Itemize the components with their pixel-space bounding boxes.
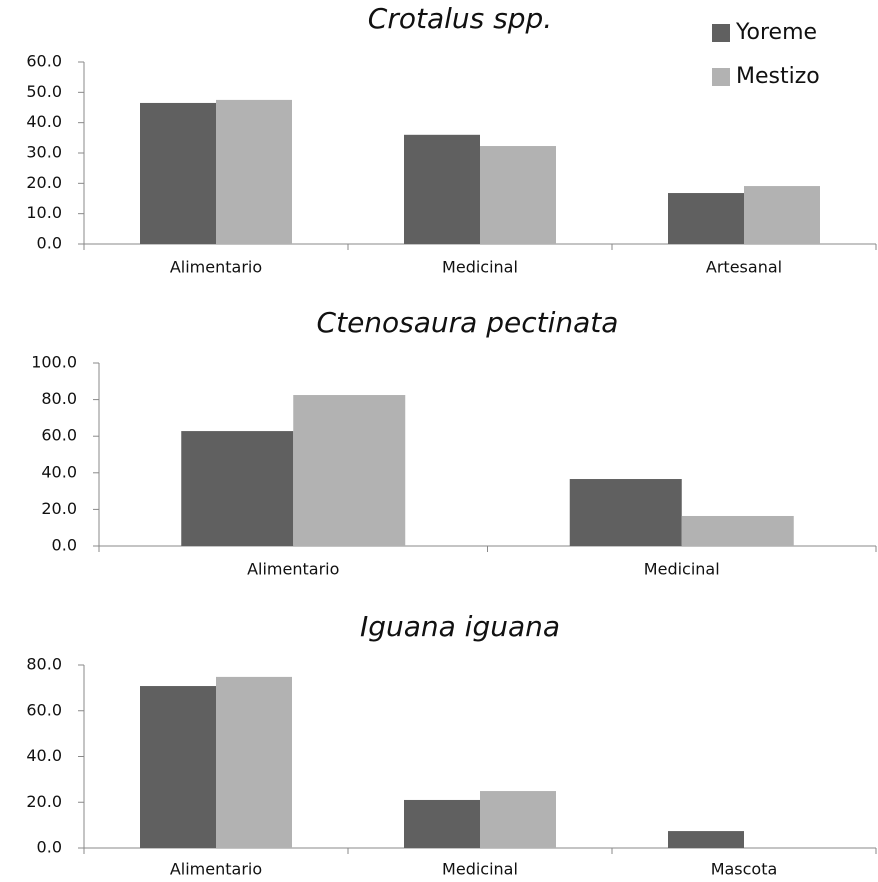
y-tick-label: 0.0 bbox=[37, 234, 62, 253]
x-tick-label: Alimentario bbox=[247, 560, 339, 579]
x-tick-label: Alimentario bbox=[170, 258, 262, 277]
y-tick-label: 0.0 bbox=[37, 838, 62, 857]
y-tick-label: 100.0 bbox=[31, 353, 77, 372]
chart-title: Crotalus spp. bbox=[368, 2, 552, 35]
bar bbox=[404, 134, 480, 244]
y-tick-label: 20.0 bbox=[26, 792, 62, 811]
x-tick-label: Medicinal bbox=[644, 560, 720, 579]
legend-swatch bbox=[712, 68, 730, 86]
bar bbox=[140, 686, 216, 848]
bar bbox=[181, 431, 294, 546]
y-tick-label: 80.0 bbox=[41, 389, 77, 408]
x-tick-label: Mascota bbox=[711, 860, 778, 879]
y-tick-label: 40.0 bbox=[26, 112, 62, 131]
bar bbox=[744, 186, 820, 244]
legend-label: Yoreme bbox=[735, 20, 817, 45]
x-tick-label: Alimentario bbox=[170, 860, 262, 879]
bar bbox=[216, 676, 292, 848]
chart-title: Iguana iguana bbox=[360, 610, 560, 643]
y-tick-label: 20.0 bbox=[26, 173, 62, 192]
y-tick-label: 40.0 bbox=[26, 746, 62, 765]
y-tick-label: 80.0 bbox=[26, 655, 62, 674]
legend-label: Mestizo bbox=[736, 64, 820, 89]
chart-title: Ctenosaura pectinata bbox=[317, 306, 619, 339]
x-tick-label: Artesanal bbox=[706, 258, 782, 277]
legend-swatch bbox=[712, 24, 730, 42]
y-tick-label: 40.0 bbox=[41, 462, 77, 481]
bar bbox=[668, 193, 744, 244]
y-tick-label: 50.0 bbox=[26, 82, 62, 101]
bar bbox=[404, 799, 480, 848]
bar bbox=[140, 102, 216, 244]
bar bbox=[293, 395, 406, 546]
bar bbox=[569, 479, 682, 546]
bar bbox=[216, 99, 292, 245]
y-tick-label: 10.0 bbox=[26, 203, 62, 222]
bar bbox=[681, 515, 794, 546]
bar bbox=[668, 831, 744, 848]
x-tick-label: Medicinal bbox=[442, 258, 518, 277]
y-tick-label: 20.0 bbox=[41, 499, 77, 518]
y-tick-label: 30.0 bbox=[26, 143, 62, 162]
bar bbox=[480, 146, 556, 244]
x-tick-label: Medicinal bbox=[442, 860, 518, 879]
bar bbox=[480, 791, 556, 848]
y-tick-label: 60.0 bbox=[26, 52, 62, 71]
y-tick-label: 60.0 bbox=[41, 426, 77, 445]
y-tick-label: 60.0 bbox=[26, 700, 62, 719]
y-tick-label: 0.0 bbox=[52, 536, 77, 555]
